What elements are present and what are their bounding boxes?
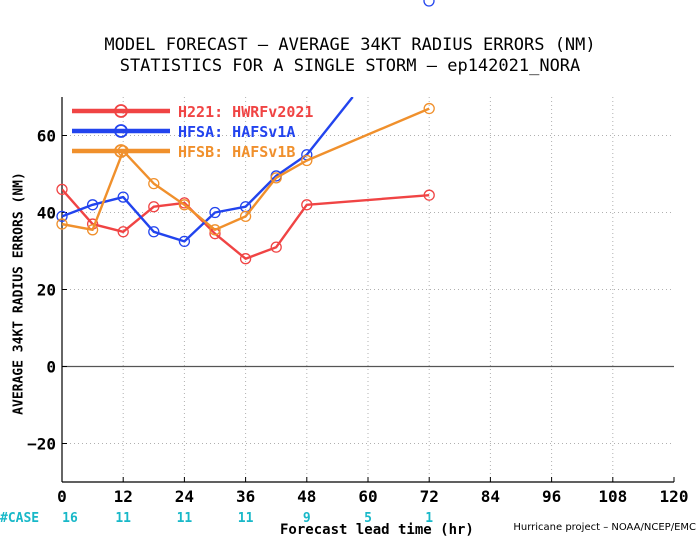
x-tick-label: 108 — [598, 487, 627, 506]
case-count: 9 — [303, 511, 311, 526]
chart-title-line2: STATISTICS FOR A SINGLE STORM — ep142021… — [119, 56, 581, 76]
credit-text: Hurricane project – NOAA/NCEP/EMC — [513, 522, 696, 533]
x-tick-label: 0 — [57, 487, 67, 506]
x-tick-label: 96 — [542, 487, 561, 506]
x-tick-label: 60 — [358, 487, 377, 506]
data-point — [209, 224, 221, 236]
series-line — [62, 97, 354, 243]
y-tick-label: 0 — [46, 358, 56, 377]
x-axis-label: Forecast lead time (hr) — [280, 522, 474, 538]
y-tick-label: 20 — [37, 281, 56, 300]
data-point — [209, 206, 221, 219]
series-line — [62, 107, 430, 232]
x-tick-label: 48 — [297, 487, 316, 506]
x-tick-label: 84 — [481, 487, 500, 506]
data-point — [117, 191, 129, 203]
data-point — [239, 253, 252, 265]
data-point — [423, 189, 435, 201]
data-point — [148, 201, 160, 213]
offscale-data-point — [423, 0, 435, 7]
case-count: 11 — [115, 511, 131, 526]
case-count: 11 — [238, 511, 254, 526]
data-point — [270, 241, 282, 253]
y-axis-label: AVERAGE 34KT RADIUS ERRORS (NM) — [11, 172, 27, 415]
case-count: 11 — [177, 511, 193, 526]
x-tick-label: 36 — [236, 487, 255, 506]
legend-label: HFSA: HAFSv1A — [178, 123, 295, 141]
data-point — [148, 226, 160, 238]
data-point — [178, 235, 191, 248]
data-point — [178, 199, 191, 211]
case-count: 1 — [425, 511, 433, 526]
data-point — [56, 183, 68, 196]
data-point — [239, 210, 252, 223]
y-tick-label: 60 — [37, 127, 56, 146]
case-label: #CASE — [0, 511, 39, 526]
data-point — [423, 102, 435, 115]
x-tick-label: 72 — [420, 487, 439, 506]
legend-label: HFSB: HAFSv1B — [178, 143, 295, 161]
data-point — [270, 172, 282, 184]
data-point — [56, 218, 68, 230]
data-point — [301, 154, 313, 167]
legend-marker — [114, 124, 128, 138]
y-tick-label: −20 — [27, 435, 56, 454]
legend-marker — [114, 104, 128, 118]
data-point — [117, 226, 129, 238]
chart-title-line1: MODEL FORECAST — AVERAGE 34KT RADIUS ERR… — [104, 35, 596, 55]
data-point — [56, 210, 68, 223]
x-tick-label: 12 — [114, 487, 133, 506]
x-tick-label: 120 — [660, 487, 689, 506]
case-count: 16 — [62, 511, 78, 526]
legend-label: H221: HWRFv2021 — [178, 103, 313, 121]
data-point — [86, 199, 99, 211]
y-tick-label: 40 — [37, 204, 56, 223]
x-tick-label: 24 — [175, 487, 194, 506]
data-point — [301, 199, 313, 211]
legend-marker — [114, 144, 128, 158]
data-point — [148, 177, 160, 190]
data-point — [86, 224, 99, 236]
case-count: 5 — [364, 511, 372, 526]
